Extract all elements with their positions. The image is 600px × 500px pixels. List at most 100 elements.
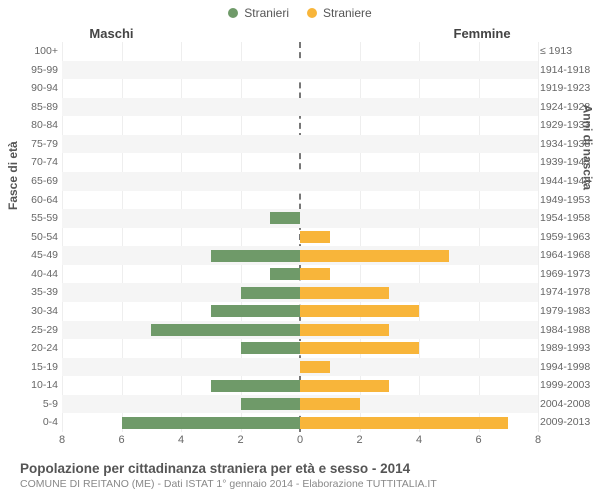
- birth-tick: 1934-1938: [540, 135, 594, 154]
- legend-item-female: Straniere: [307, 6, 372, 20]
- male-swatch: [228, 8, 238, 18]
- x-tick: 4: [416, 434, 422, 446]
- birth-tick: 1969-1973: [540, 265, 594, 284]
- bar-female: [300, 305, 419, 317]
- bar-male: [211, 305, 300, 317]
- age-tick: 90-94: [24, 79, 58, 98]
- age-tick: 75-79: [24, 135, 58, 154]
- age-tick: 5-9: [24, 395, 58, 414]
- x-tick: 2: [356, 434, 362, 446]
- birth-tick: 1919-1923: [540, 79, 594, 98]
- chart-row: 25-291984-1988: [62, 321, 538, 340]
- x-tick: 0: [297, 434, 303, 446]
- age-tick: 100+: [24, 42, 58, 61]
- age-tick: 80-84: [24, 116, 58, 135]
- bar-female: [300, 398, 360, 410]
- age-tick: 95-99: [24, 61, 58, 80]
- x-tick: 8: [59, 434, 65, 446]
- chart-row: 60-641949-1953: [62, 191, 538, 210]
- age-tick: 65-69: [24, 172, 58, 191]
- chart-row: 80-841929-1933: [62, 116, 538, 135]
- chart-row: 20-241989-1993: [62, 339, 538, 358]
- birth-tick: 2004-2008: [540, 395, 594, 414]
- birth-tick: 1939-1943: [540, 153, 594, 172]
- birth-tick: 1949-1953: [540, 191, 594, 210]
- chart-row: 100+≤ 1913: [62, 42, 538, 61]
- chart-row: 40-441969-1973: [62, 265, 538, 284]
- bar-female: [300, 231, 330, 243]
- age-tick: 45-49: [24, 246, 58, 265]
- bar-female: [300, 342, 419, 354]
- birth-tick: 1924-1928: [540, 98, 594, 117]
- age-tick: 0-4: [24, 413, 58, 432]
- birth-tick: 1954-1958: [540, 209, 594, 228]
- birth-tick: 1929-1933: [540, 116, 594, 135]
- legend-label-female: Straniere: [323, 6, 372, 20]
- birth-tick: 1999-2003: [540, 376, 594, 395]
- age-tick: 50-54: [24, 228, 58, 247]
- birth-tick: 1994-1998: [540, 358, 594, 377]
- age-tick: 25-29: [24, 321, 58, 340]
- x-tick: 4: [178, 434, 184, 446]
- chart-row: 50-541959-1963: [62, 228, 538, 247]
- age-tick: 60-64: [24, 191, 58, 210]
- bar-female: [300, 417, 508, 429]
- chart-row: 90-941919-1923: [62, 79, 538, 98]
- age-tick: 35-39: [24, 283, 58, 302]
- chart-row: 30-341979-1983: [62, 302, 538, 321]
- legend-item-male: Stranieri: [228, 6, 289, 20]
- chart-row: 15-191994-1998: [62, 358, 538, 377]
- column-headers: Maschi Femmine: [0, 26, 600, 41]
- chart-row: 70-741939-1943: [62, 153, 538, 172]
- chart-row: 5-92004-2008: [62, 395, 538, 414]
- x-tick: 2: [237, 434, 243, 446]
- age-tick: 55-59: [24, 209, 58, 228]
- x-tick: 8: [535, 434, 541, 446]
- age-tick: 15-19: [24, 358, 58, 377]
- chart-row: 65-691944-1948: [62, 172, 538, 191]
- birth-tick: 1944-1948: [540, 172, 594, 191]
- age-tick: 20-24: [24, 339, 58, 358]
- chart-container: Stranieri Straniere Maschi Femmine Fasce…: [0, 0, 600, 500]
- birth-tick: ≤ 1913: [540, 42, 594, 61]
- birth-tick: 1914-1918: [540, 61, 594, 80]
- chart-row: 0-42009-2013: [62, 413, 538, 432]
- chart-row: 85-891924-1928: [62, 98, 538, 117]
- x-tick: 6: [118, 434, 124, 446]
- bar-male: [241, 398, 301, 410]
- chart-title: Popolazione per cittadinanza straniera p…: [20, 461, 580, 476]
- chart-row: 45-491964-1968: [62, 246, 538, 265]
- bar-female: [300, 250, 449, 262]
- bar-female: [300, 324, 389, 336]
- bar-female: [300, 361, 330, 373]
- chart-row: 55-591954-1958: [62, 209, 538, 228]
- col-header-male: Maschi: [89, 26, 133, 41]
- chart-row: 35-391974-1978: [62, 283, 538, 302]
- legend: Stranieri Straniere: [0, 0, 600, 20]
- col-header-female: Femmine: [454, 26, 511, 41]
- x-gridline: [538, 42, 539, 432]
- birth-tick: 1974-1978: [540, 283, 594, 302]
- birth-tick: 1979-1983: [540, 302, 594, 321]
- chart-subtitle: COMUNE DI REITANO (ME) - Dati ISTAT 1° g…: [20, 478, 580, 490]
- legend-label-male: Stranieri: [244, 6, 289, 20]
- chart-row: 10-141999-2003: [62, 376, 538, 395]
- age-tick: 10-14: [24, 376, 58, 395]
- chart-row: 75-791934-1938: [62, 135, 538, 154]
- bar-female: [300, 380, 389, 392]
- age-tick: 70-74: [24, 153, 58, 172]
- bar-male: [241, 287, 301, 299]
- bar-male: [122, 417, 301, 429]
- age-tick: 85-89: [24, 98, 58, 117]
- chart-row: 95-991914-1918: [62, 61, 538, 80]
- bar-male: [270, 268, 300, 280]
- bar-male: [241, 342, 301, 354]
- age-tick: 40-44: [24, 265, 58, 284]
- plot-area: 100+≤ 191395-991914-191890-941919-192385…: [62, 42, 538, 432]
- y-axis-title-left: Fasce di età: [6, 141, 20, 210]
- female-swatch: [307, 8, 317, 18]
- birth-tick: 1959-1963: [540, 228, 594, 247]
- bar-female: [300, 268, 330, 280]
- bar-male: [270, 212, 300, 224]
- birth-tick: 1964-1968: [540, 246, 594, 265]
